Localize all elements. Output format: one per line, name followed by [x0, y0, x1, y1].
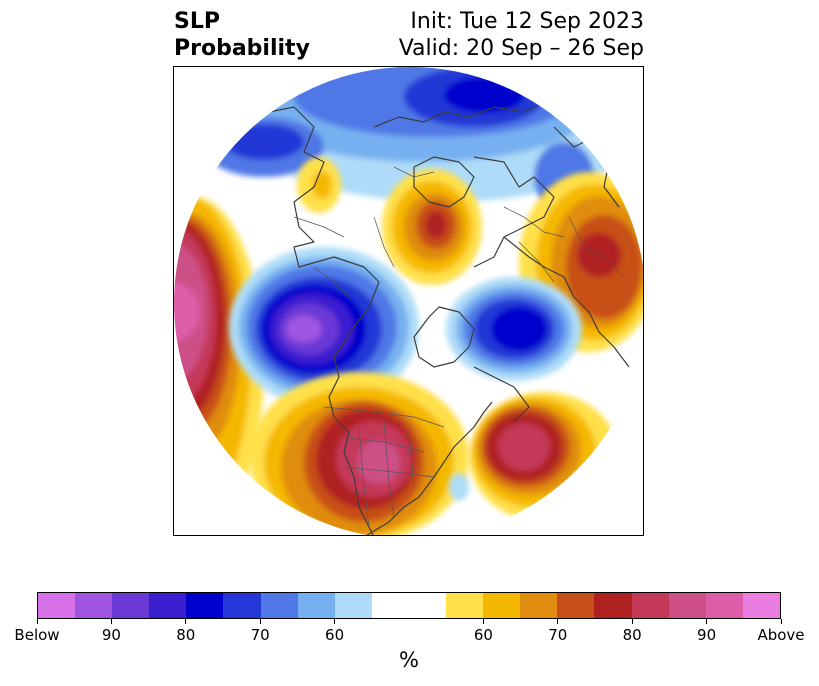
title-line-2: Probability [174, 36, 310, 61]
colorbar-bin [594, 593, 632, 618]
colorbar-tick-mark [706, 619, 708, 624]
colorbar-bin [371, 593, 447, 618]
above-anomaly-polar [382, 169, 482, 285]
colorbar-units: % [399, 648, 419, 672]
colorbar-tick-mark [334, 619, 336, 624]
colorbar-tick-label: 70 [548, 626, 568, 644]
colorbar-bin [297, 593, 335, 618]
colorbar-bin [260, 593, 298, 618]
colorbar-bin [149, 593, 187, 618]
colorbar-tick-mark [557, 619, 559, 624]
chart-title: SLP Probability [174, 8, 310, 62]
colorbar-bin [112, 593, 150, 618]
colorbar-tick-mark [36, 619, 38, 624]
valid-range: Valid: 20 Sep – 26 Sep [398, 36, 644, 61]
colorbar-tick-label: Below [14, 626, 60, 644]
above-anomaly-small-north [297, 157, 341, 213]
colorbar-tick-label: 90 [101, 626, 121, 644]
colorbar-tick-mark [259, 619, 261, 624]
colorbar-bin [668, 593, 706, 618]
above-anomaly-pacific [174, 197, 264, 535]
above-anomaly-north-atlantic [469, 392, 619, 522]
colorbar-tick-mark [482, 619, 484, 624]
colorbar-bin [483, 593, 521, 618]
colorbar-tick-label: 80 [176, 626, 196, 644]
map-panel [173, 66, 644, 536]
colorbar-bin [75, 593, 113, 618]
forecast-dates: Init: Tue 12 Sep 2023 Valid: 20 Sep – 26… [399, 8, 644, 62]
colorbar-tick-mark [780, 619, 782, 624]
colorbar-tick-label: 60 [325, 626, 345, 644]
below-anomaly-alaska [229, 247, 419, 407]
colorbar-bin [520, 593, 558, 618]
colorbar-tick-mark [631, 619, 633, 624]
above-anomaly-north-america [249, 372, 469, 535]
colorbar [37, 592, 781, 619]
colorbar-bin [334, 593, 372, 618]
title-line-1: SLP [174, 9, 220, 34]
colorbar-bin [186, 593, 224, 618]
colorbar-tick-label: 60 [473, 626, 493, 644]
colorbar-bin [557, 593, 595, 618]
coastlines [243, 86, 630, 535]
colorbar-bin [742, 593, 780, 618]
colorbar-bin [446, 593, 484, 618]
init-date: Init: Tue 12 Sep 2023 [410, 9, 644, 34]
country-borders [293, 166, 625, 528]
below-anomaly-atlantic [446, 277, 582, 381]
probability-map [174, 67, 643, 535]
colorbar-bin [38, 593, 76, 618]
colorbar-bin [705, 593, 743, 618]
colorbar-tick-mark [110, 619, 112, 624]
colorbar-tick-label: 70 [250, 626, 270, 644]
colorbar-tick-label: 80 [622, 626, 642, 644]
colorbar-bin [631, 593, 669, 618]
colorbar-tick-label: Above [757, 626, 805, 644]
below-anomaly-southeast [449, 473, 469, 501]
colorbar-tick-mark [185, 619, 187, 624]
colorbar-bin [223, 593, 261, 618]
colorbar-tick-label: 90 [697, 626, 717, 644]
